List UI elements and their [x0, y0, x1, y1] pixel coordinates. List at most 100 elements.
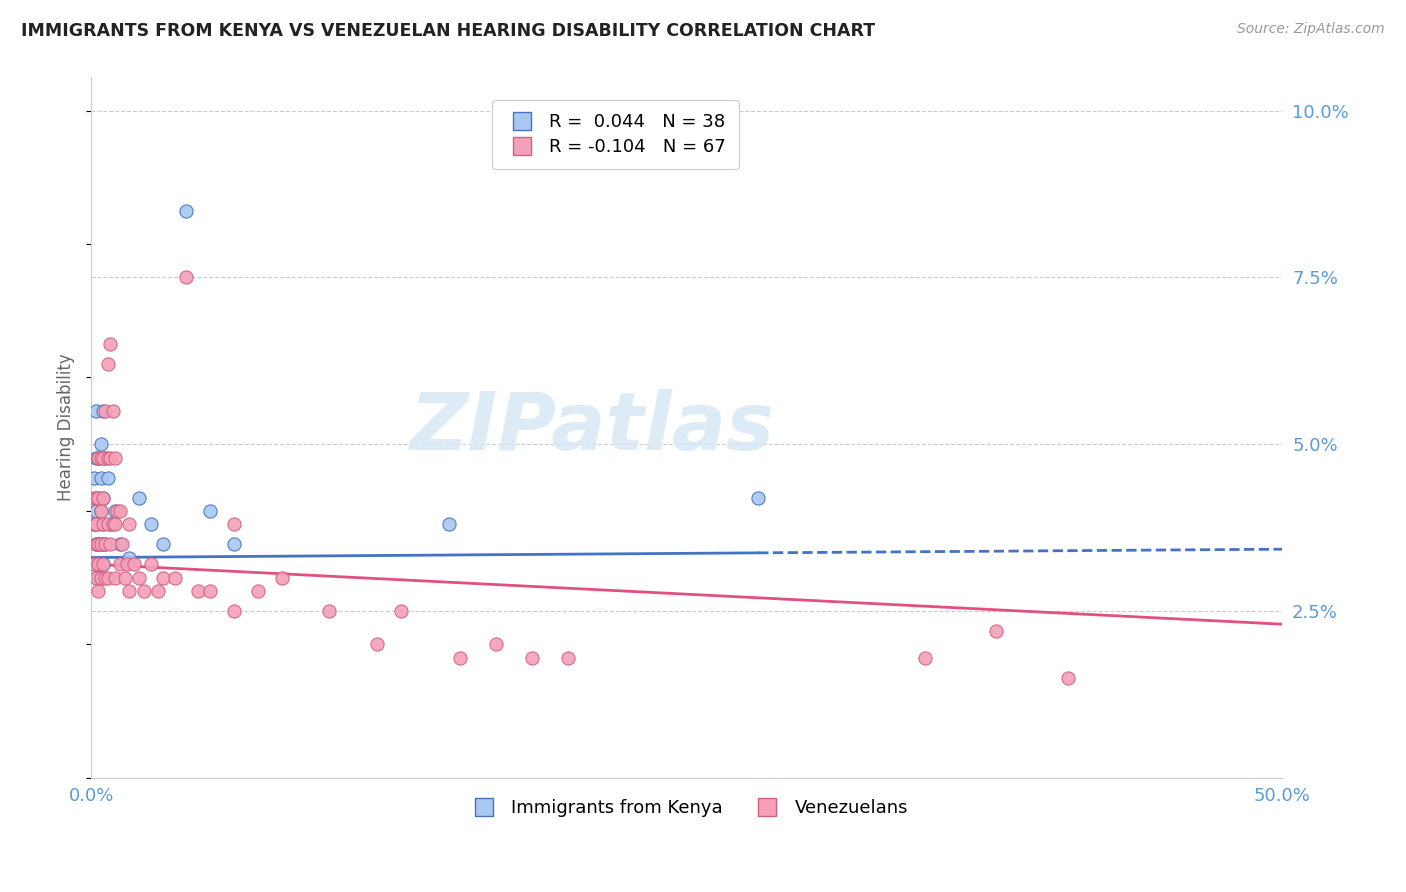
Point [87, 491, 110, 505]
Point [87, 537, 110, 551]
Point [986, 624, 1008, 638]
Point [139, 558, 162, 572]
Point [83, 517, 105, 532]
Point [84, 450, 107, 465]
Point [122, 558, 145, 572]
Point [437, 517, 460, 532]
Point [104, 504, 127, 518]
Point [152, 570, 174, 584]
Point [91, 450, 114, 465]
Point [91, 537, 114, 551]
Point [90, 504, 112, 518]
Point [163, 570, 186, 584]
Point [485, 637, 508, 651]
Point [97, 357, 120, 371]
Point [128, 491, 150, 505]
Point [200, 583, 222, 598]
Point [98, 537, 121, 551]
Point [200, 504, 222, 518]
Point [94, 537, 117, 551]
Point [84, 504, 107, 518]
Point [389, 604, 412, 618]
Point [87, 450, 110, 465]
Point [176, 203, 198, 218]
Point [97, 517, 120, 532]
Point [520, 650, 543, 665]
Point [914, 650, 936, 665]
Point [94, 404, 117, 418]
Point [84, 404, 107, 418]
Point [87, 450, 110, 465]
Point [132, 583, 155, 598]
Point [83, 558, 105, 572]
Point [97, 470, 120, 484]
Point [139, 517, 162, 532]
Point [104, 517, 127, 532]
Point [87, 537, 110, 551]
Point [90, 537, 112, 551]
Text: ZIPatlas: ZIPatlas [409, 389, 773, 467]
Point [91, 558, 114, 572]
Y-axis label: Hearing Disability: Hearing Disability [58, 353, 75, 501]
Point [87, 583, 110, 598]
Point [94, 537, 117, 551]
Point [1057, 671, 1080, 685]
Text: Source: ZipAtlas.com: Source: ZipAtlas.com [1237, 22, 1385, 37]
Point [152, 537, 174, 551]
Point [222, 517, 245, 532]
Point [83, 558, 105, 572]
Point [105, 504, 128, 518]
Point [98, 450, 121, 465]
Point [246, 583, 269, 598]
Point [222, 604, 245, 618]
Legend: Immigrants from Kenya, Venezuelans: Immigrants from Kenya, Venezuelans [458, 792, 915, 824]
Point [90, 437, 112, 451]
Point [83, 491, 105, 505]
Point [87, 558, 110, 572]
Point [111, 537, 134, 551]
Point [366, 637, 388, 651]
Point [94, 450, 117, 465]
Point [146, 583, 169, 598]
Text: IMMIGRANTS FROM KENYA VS VENEZUELAN HEARING DISABILITY CORRELATION CHART: IMMIGRANTS FROM KENYA VS VENEZUELAN HEAR… [21, 22, 875, 40]
Point [84, 537, 107, 551]
Point [108, 504, 131, 518]
Point [84, 517, 107, 532]
Point [747, 491, 769, 505]
Point [118, 583, 141, 598]
Point [270, 570, 292, 584]
Point [128, 570, 150, 584]
Point [84, 491, 107, 505]
Point [90, 537, 112, 551]
Point [101, 517, 124, 532]
Point [222, 537, 245, 551]
Point [118, 550, 141, 565]
Point [176, 270, 198, 285]
Point [118, 517, 141, 532]
Point [91, 491, 114, 505]
Point [91, 558, 114, 572]
Point [449, 650, 471, 665]
Point [91, 491, 114, 505]
Point [90, 504, 112, 518]
Point [115, 558, 138, 572]
Point [87, 558, 110, 572]
Point [108, 537, 131, 551]
Point [557, 650, 579, 665]
Point [91, 517, 114, 532]
Point [84, 570, 107, 584]
Point [94, 570, 117, 584]
Point [87, 491, 110, 505]
Point [97, 570, 120, 584]
Point [90, 558, 112, 572]
Point [91, 517, 114, 532]
Point [101, 404, 124, 418]
Point [97, 450, 120, 465]
Point [91, 404, 114, 418]
Point [90, 570, 112, 584]
Point [87, 517, 110, 532]
Point [104, 570, 127, 584]
Point [114, 570, 136, 584]
Point [98, 337, 121, 351]
Point [318, 604, 340, 618]
